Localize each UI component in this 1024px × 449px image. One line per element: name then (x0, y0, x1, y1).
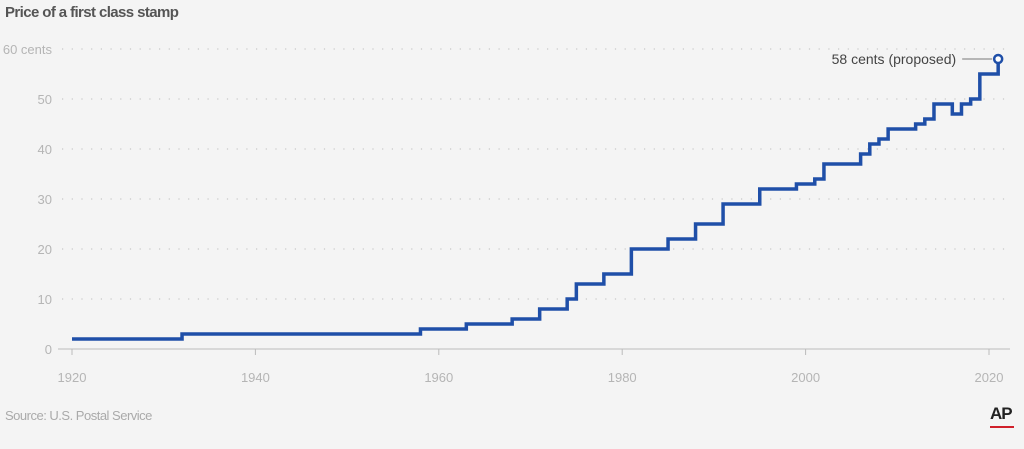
y-tick-label: 50 (38, 92, 52, 107)
ap-logo: AP (990, 404, 1013, 423)
x-tick-label: 1940 (241, 370, 270, 385)
y-tick-label: 40 (38, 142, 52, 157)
y-tick-label: 30 (38, 192, 52, 207)
y-tick-label: 0 (45, 342, 52, 357)
y-tick-label: 20 (38, 242, 52, 257)
x-tick-label: 2000 (791, 370, 820, 385)
x-tick-label: 1920 (58, 370, 87, 385)
source-note: Source: U.S. Postal Service (5, 408, 152, 423)
y-tick-label: 10 (38, 292, 52, 307)
chart-title: Price of a first class stamp (5, 4, 179, 21)
x-tick-label: 1980 (608, 370, 637, 385)
y-tick-label: 60 cents (3, 42, 53, 57)
price-step-line (72, 59, 1000, 341)
x-tick-label: 1960 (424, 370, 453, 385)
annotation-label: 58 cents (proposed) (832, 51, 957, 67)
ap-logo-underline (990, 426, 1014, 428)
proposed-price-point (992, 53, 1004, 65)
x-tick-label: 2020 (975, 370, 1004, 385)
